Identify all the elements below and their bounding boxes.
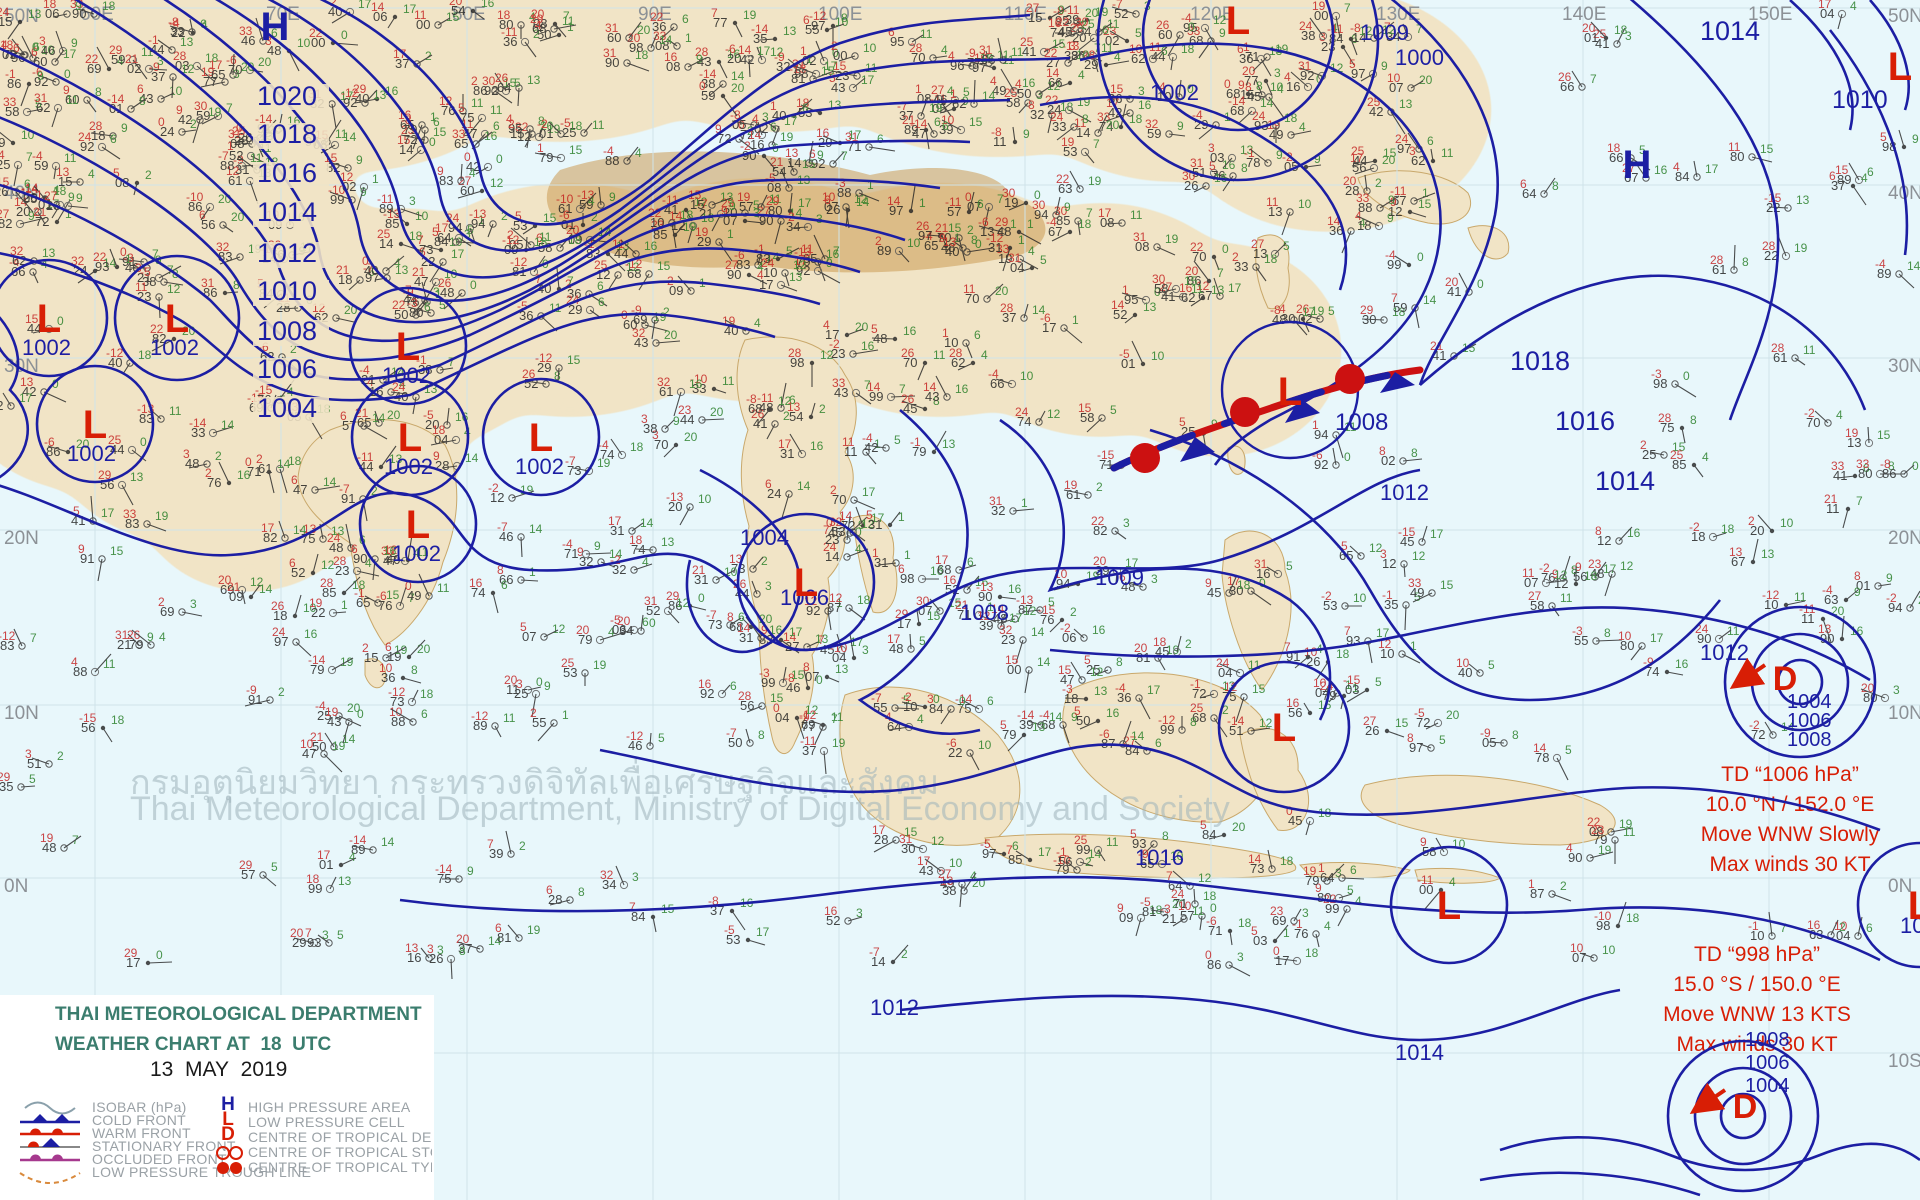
svg-text:D: D xyxy=(1773,660,1798,698)
svg-text:1012: 1012 xyxy=(257,238,317,268)
svg-text:1002: 1002 xyxy=(1150,80,1199,105)
svg-text:1018: 1018 xyxy=(257,119,317,149)
svg-text:1012: 1012 xyxy=(1700,640,1749,665)
svg-text:1008: 1008 xyxy=(1335,409,1388,436)
svg-text:H: H xyxy=(1623,143,1652,187)
svg-text:L: L xyxy=(398,416,422,460)
svg-text:H: H xyxy=(261,5,290,49)
svg-text:L: L xyxy=(1226,0,1250,43)
svg-text:1016: 1016 xyxy=(1555,406,1615,436)
svg-text:1010: 1010 xyxy=(1832,86,1888,114)
svg-text:L: L xyxy=(396,325,420,369)
svg-text:1006: 1006 xyxy=(1745,1052,1790,1074)
svg-text:1008: 1008 xyxy=(1787,729,1832,751)
svg-text:L: L xyxy=(1908,884,1920,928)
svg-text:L: L xyxy=(1437,884,1461,928)
svg-text:L: L xyxy=(37,297,61,341)
svg-text:1018: 1018 xyxy=(1510,346,1570,376)
svg-text:1008: 1008 xyxy=(257,316,317,346)
svg-text:L: L xyxy=(1278,370,1302,414)
svg-text:1014: 1014 xyxy=(1700,16,1760,46)
svg-text:L: L xyxy=(794,561,818,605)
svg-text:1009: 1009 xyxy=(1095,565,1144,590)
svg-text:1000: 1000 xyxy=(1395,45,1444,70)
svg-text:1020: 1020 xyxy=(257,81,317,111)
svg-text:1004: 1004 xyxy=(257,393,317,423)
svg-text:1012: 1012 xyxy=(870,995,919,1020)
svg-text:1014: 1014 xyxy=(1595,466,1655,496)
svg-text:1014: 1014 xyxy=(257,197,317,227)
svg-text:1012: 1012 xyxy=(1380,480,1429,505)
svg-text:1008: 1008 xyxy=(960,600,1009,625)
svg-text:1010: 1010 xyxy=(257,276,317,306)
svg-text:L: L xyxy=(83,403,107,447)
svg-text:1004: 1004 xyxy=(740,525,789,550)
svg-text:1009: 1009 xyxy=(1360,20,1409,45)
svg-text:L: L xyxy=(165,297,189,341)
svg-text:1016: 1016 xyxy=(257,158,317,188)
svg-text:L: L xyxy=(406,503,430,547)
svg-text:L: L xyxy=(1888,45,1912,89)
svg-text:1006: 1006 xyxy=(257,354,317,384)
svg-text:1016: 1016 xyxy=(1135,845,1184,870)
svg-text:D: D xyxy=(1733,1088,1758,1126)
svg-text:1008: 1008 xyxy=(1745,1029,1790,1051)
svg-text:L: L xyxy=(529,416,553,460)
svg-text:L: L xyxy=(1272,706,1296,750)
svg-text:1014: 1014 xyxy=(1395,1040,1444,1065)
